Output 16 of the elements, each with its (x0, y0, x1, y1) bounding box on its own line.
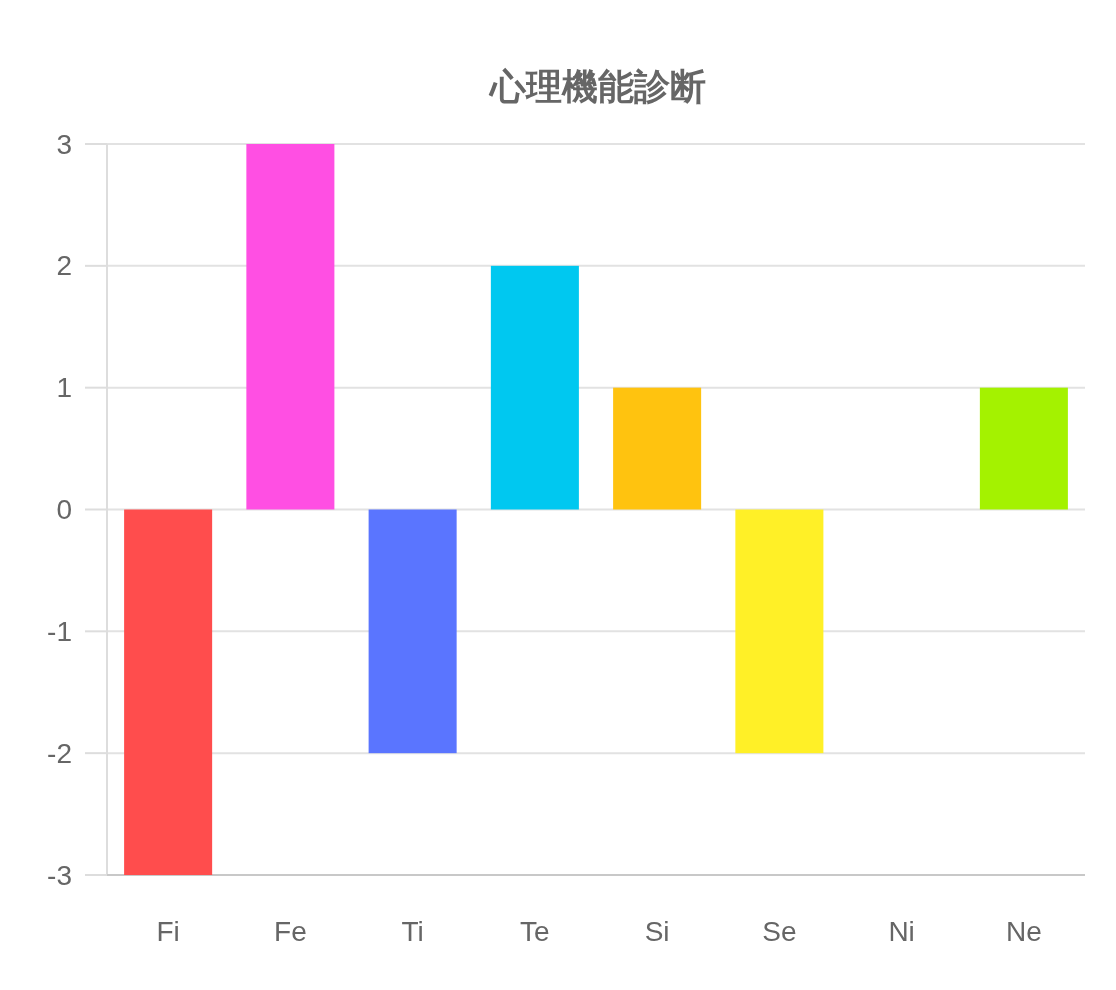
y-tick-label: -3 (47, 859, 72, 891)
y-tick-label: -1 (47, 615, 72, 647)
y-tick-label: -2 (47, 737, 72, 769)
x-tick-label: Ti (401, 915, 424, 947)
x-tick-label: Ni (888, 915, 915, 947)
x-tick-label: Si (644, 915, 670, 947)
y-tick-label: 1 (56, 372, 72, 404)
y-tick-label: 2 (56, 250, 72, 282)
x-tick-label: Te (520, 915, 550, 947)
x-tick-label: Ne (1005, 915, 1042, 947)
y-tick-label: 3 (56, 128, 72, 160)
x-tick-label: Se (762, 915, 797, 947)
chart-title: 心理機能診断 (488, 65, 706, 107)
x-tick-label: Fi (156, 915, 180, 947)
y-tick-label: 0 (56, 494, 72, 525)
x-tick-label: Fe (274, 915, 307, 947)
